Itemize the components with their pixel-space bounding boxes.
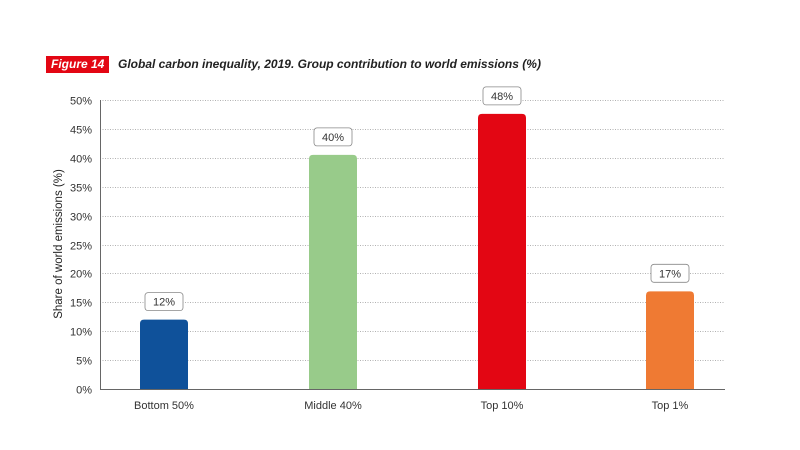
data-label-box <box>313 127 353 147</box>
y-tick-label: 25% <box>70 241 92 253</box>
x-tick-labels: Bottom 50% Middle 40% Top 10% Top 1% <box>134 400 689 412</box>
bar <box>140 319 188 389</box>
y-tick-label: 30% <box>70 212 92 224</box>
y-tick-label: 10% <box>70 327 92 339</box>
y-tick-label: 50% <box>70 96 92 108</box>
bar <box>478 113 526 389</box>
y-tick-label: 5% <box>76 356 92 368</box>
data-label-box <box>650 263 690 283</box>
data-label-box <box>482 86 522 106</box>
y-tick-label: 40% <box>70 154 92 166</box>
figure-title: Global carbon inequality, 2019. Group co… <box>118 57 541 71</box>
x-tick-label: Top 1% <box>652 400 689 412</box>
x-tick-label: Bottom 50% <box>134 400 194 412</box>
data-label-box <box>144 292 184 312</box>
gridlines <box>100 100 725 361</box>
bars: 12% 40% 48% 17% <box>140 86 694 389</box>
y-tick-label: 0% <box>76 385 92 397</box>
y-tick-label: 35% <box>70 183 92 195</box>
x-tick-label: Middle 40% <box>304 400 362 412</box>
y-axis-label: Share of world emissions (%) <box>53 169 65 319</box>
y-tick-label: 15% <box>70 298 92 310</box>
y-tick-label: 45% <box>70 125 92 137</box>
bar <box>646 291 694 389</box>
data-label: 40% <box>322 132 344 144</box>
data-label: 17% <box>659 268 681 280</box>
y-tick-labels: 0% 5% 10% 15% 20% 25% 30% 35% 40% 45% 50% <box>70 96 92 397</box>
y-tick-label: 20% <box>70 269 92 281</box>
x-tick-label: Top 10% <box>481 400 524 412</box>
data-label: 48% <box>491 91 513 103</box>
figure-number-badge: Figure 14 <box>46 56 110 73</box>
bar <box>309 154 357 389</box>
data-label: 12% <box>153 297 175 309</box>
